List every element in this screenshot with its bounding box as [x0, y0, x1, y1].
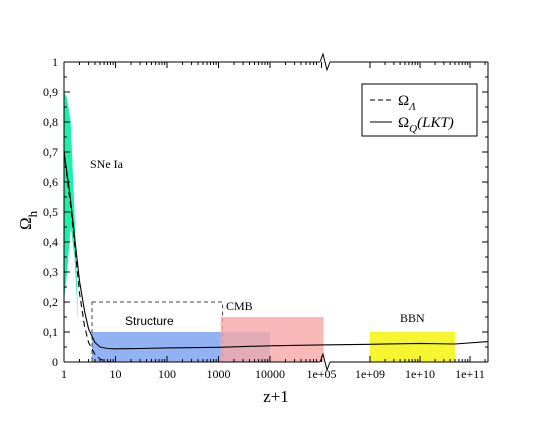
legend-symbol-1: Ω: [398, 115, 409, 131]
ytick-label: 0,9: [43, 85, 58, 99]
axis-break-top: [319, 52, 331, 72]
xtick-label: 1e+05: [306, 367, 336, 381]
legend-subscript-1: Q: [409, 123, 417, 135]
region-cmb: [220, 317, 324, 362]
ytick-label: 0,8: [43, 115, 58, 129]
y-axis-title-symbol: Ω: [16, 217, 35, 230]
ytick-label: 0,5: [43, 205, 58, 219]
legend-subscript-0: Λ: [408, 101, 416, 113]
x-axis-title: z+1: [263, 387, 289, 406]
legend-suffix-1: (LKT): [417, 115, 454, 131]
ytick-label: 0,4: [43, 235, 58, 249]
ytick-label: 0,3: [43, 265, 58, 279]
region-label-bbn: BBN: [400, 311, 425, 325]
xtick-label: 1e+09: [355, 367, 385, 381]
legend-label-0: ΩΛ: [398, 93, 416, 113]
labels-layer: SNe Ia Structure CMB BBN z+1 Ωh: [16, 157, 425, 406]
ytick-label: 0,6: [43, 175, 58, 189]
series-line-0: [63, 151, 111, 363]
region-label-sne-ia: SNe Ia: [90, 157, 124, 171]
y-axis-title: Ωh: [16, 210, 40, 230]
legend-box: [361, 83, 478, 137]
xtick-label: 100: [158, 367, 176, 381]
legend-symbol-0: Ω: [398, 93, 409, 109]
ytick-label: 0,1: [43, 325, 58, 339]
ytick-label: 0,2: [43, 295, 58, 309]
series-layer: [63, 151, 489, 363]
xtick-label: 1: [61, 367, 67, 381]
ticks-layer: 0 0,1 0,2 0,3 0,4 0,5 0,6 0,7 0,8 0,9 1 1 10 100 1000 1…: [43, 55, 488, 381]
ytick-label: 1: [52, 55, 58, 69]
legend-label-1: ΩQ(LKT): [398, 115, 454, 135]
xtick-label: 1000: [207, 367, 231, 381]
series-line-1: [63, 151, 489, 350]
ytick-label: 0,7: [43, 145, 58, 159]
region-label-structure: Structure: [125, 314, 174, 328]
xtick-label: 1e+11: [455, 367, 485, 381]
region-bbn: [370, 332, 455, 362]
xtick-label: 10: [110, 367, 122, 381]
region-label-cmb: CMB: [226, 299, 253, 313]
xtick-label: 1e+10: [405, 367, 435, 381]
y-axis-title-subscript: h: [25, 210, 40, 217]
ytick-label: 0: [52, 355, 58, 369]
xtick-label: 10000: [255, 367, 285, 381]
